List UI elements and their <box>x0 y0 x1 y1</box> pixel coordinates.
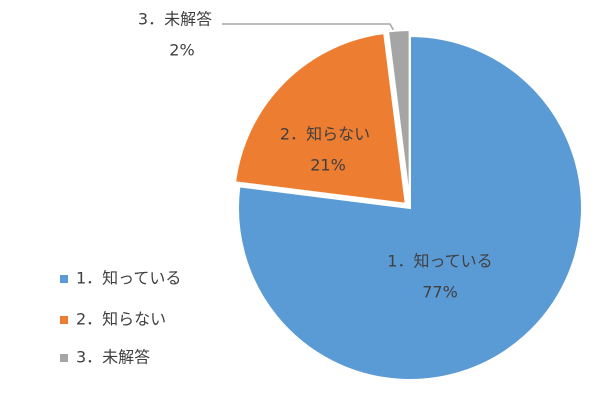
slice-category-label: 2．知らない <box>280 125 370 144</box>
legend-label: 1．知っている <box>76 269 181 288</box>
pie-slice <box>233 31 407 205</box>
pie-slice <box>237 34 583 381</box>
legend-swatch <box>60 316 68 324</box>
slice-value-label: 21% <box>310 156 346 175</box>
slice-category-label: 1．知っている <box>387 252 492 271</box>
legend-swatch <box>60 275 68 283</box>
legend-label: 2．知らない <box>76 310 166 329</box>
legend-swatch <box>60 354 68 362</box>
slice-value-label: 77% <box>422 283 458 302</box>
slice-category-label: 3．未解答 <box>138 10 212 29</box>
pie-slice <box>386 29 411 203</box>
legend-label: 3．未解答 <box>76 348 150 367</box>
slice-value-label: 2% <box>169 41 194 60</box>
